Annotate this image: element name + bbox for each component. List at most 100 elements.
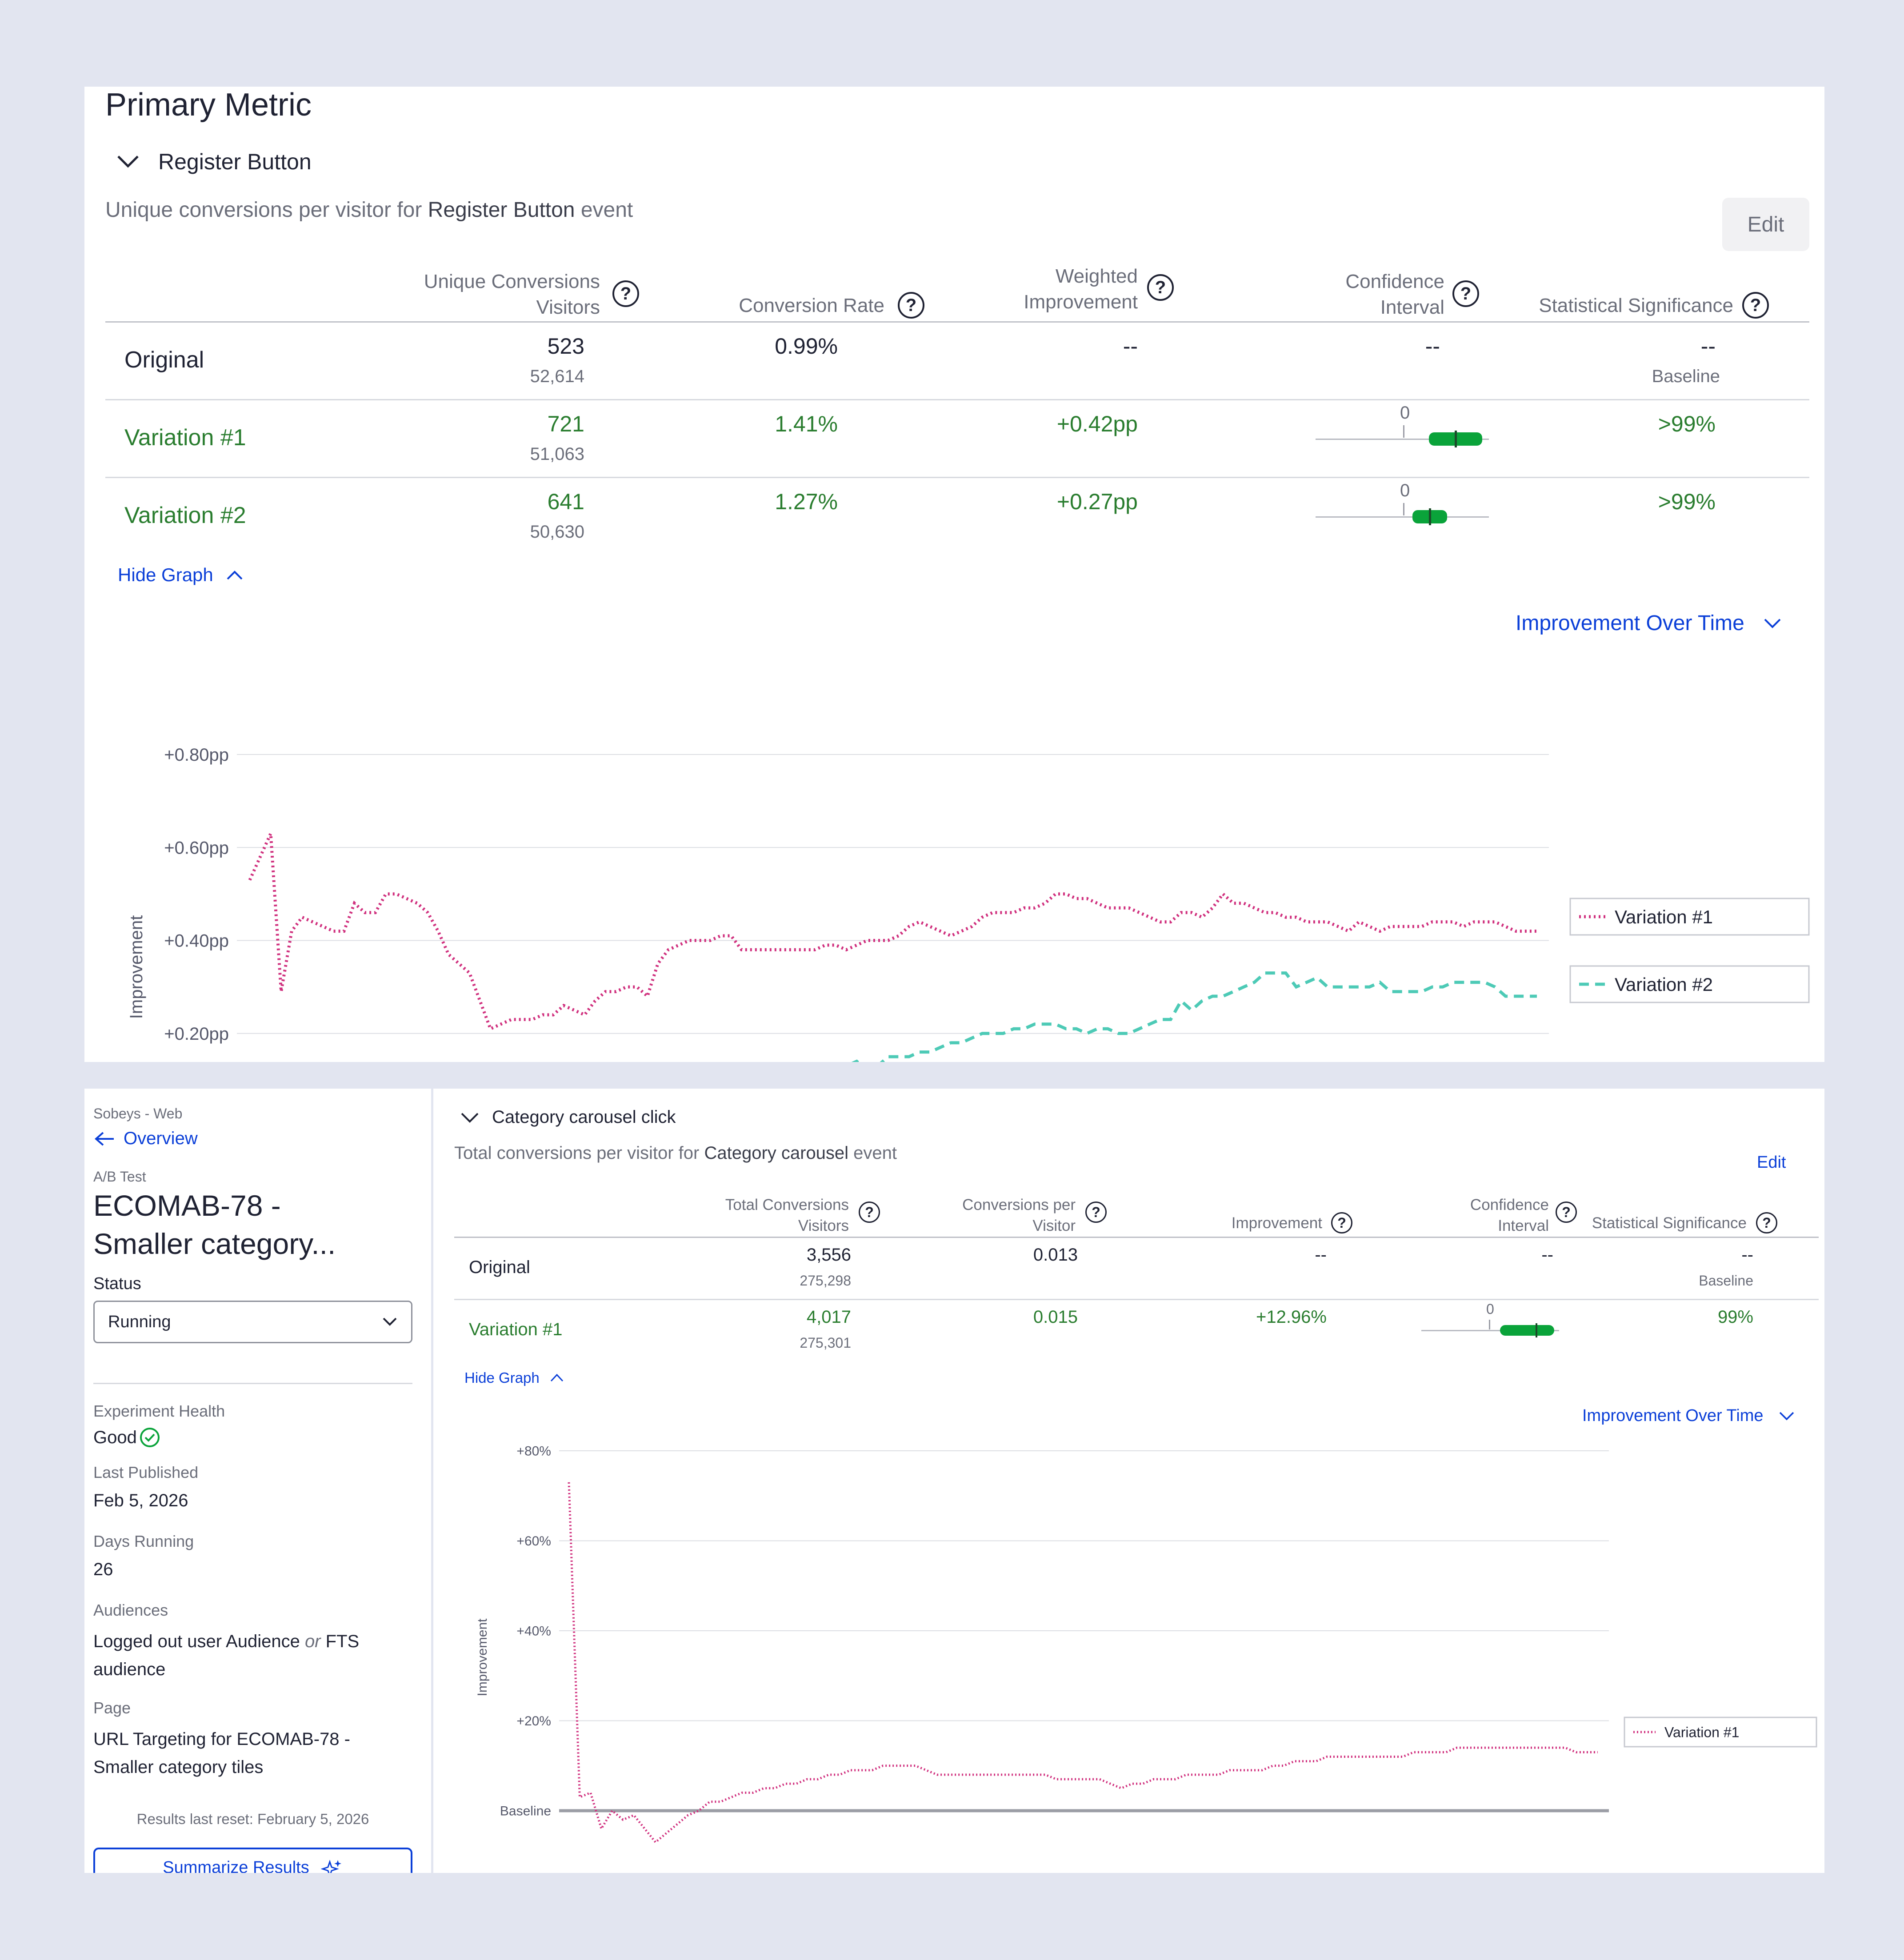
chevron-down-icon: [461, 1113, 479, 1123]
graph-type-label: Improvement Over Time: [1582, 1406, 1764, 1425]
row-name-original: Original: [124, 347, 204, 373]
help-icon[interactable]: ?: [1742, 292, 1769, 319]
help-icon[interactable]: ?: [1085, 1202, 1107, 1223]
summarize-results-button[interactable]: Summarize Results: [93, 1848, 412, 1873]
row-name-original: Original: [469, 1257, 530, 1277]
visitors-value: 52,614: [530, 367, 584, 386]
significance-value: >99%: [1658, 489, 1716, 514]
audiences-label: Audiences: [93, 1601, 168, 1619]
overview-back-link[interactable]: Overview: [93, 1129, 198, 1149]
results-reset-note: Results last reset: February 5, 2026: [136, 1811, 369, 1827]
conversions-value: 721: [547, 411, 584, 436]
test-type-label: A/B Test: [93, 1169, 146, 1185]
help-icon[interactable]: ?: [1756, 1212, 1777, 1233]
status-label: Status: [93, 1274, 141, 1293]
hide-graph-toggle[interactable]: Hide Graph: [118, 564, 244, 586]
col-statistical-significance: Statistical Significance: [1539, 295, 1733, 316]
ci-value: --: [1541, 1245, 1553, 1265]
conversions-value: 4,017: [806, 1307, 851, 1327]
improvement-value: --: [1123, 334, 1138, 359]
ci-zero-label: 0: [1400, 403, 1410, 423]
ci-zero-tick: [1403, 425, 1404, 438]
conversions-value: 641: [547, 489, 584, 514]
row-name-variation-1: Variation #1: [124, 425, 246, 451]
col-conversions-per-visitor: Conversions per Visitor: [962, 1196, 1076, 1234]
graph-type-dropdown[interactable]: Improvement Over Time: [1516, 611, 1783, 635]
cpv-value: 0.015: [1033, 1307, 1078, 1327]
rate-value: 1.27%: [775, 489, 838, 514]
arrow-left-icon: [94, 1131, 114, 1146]
panel-title: Primary Metric: [105, 87, 312, 123]
hide-graph-toggle[interactable]: Hide Graph: [464, 1369, 564, 1386]
y-tick-label: Baseline: [500, 1804, 551, 1819]
row-divider: [454, 1299, 1819, 1300]
hide-graph-label: Hide Graph: [464, 1369, 540, 1386]
help-icon[interactable]: ?: [1147, 274, 1174, 301]
ci-point-estimate: [1455, 431, 1457, 447]
chevron-up-icon: [550, 1373, 563, 1382]
page-label: Page: [93, 1699, 131, 1717]
ci-value: --: [1425, 334, 1440, 359]
col-conversion-rate: Conversion Rate: [739, 295, 884, 316]
help-icon[interactable]: ?: [1331, 1212, 1352, 1233]
audiences-value: Logged out user Audience or FTS audience: [93, 1632, 360, 1679]
sparkle-icon: [320, 1860, 341, 1873]
improvement-value: +0.42pp: [1056, 411, 1138, 436]
baseline-label: Baseline: [1699, 1273, 1753, 1289]
primary-metric-panel: Primary Metric Register Button Unique co…: [84, 87, 1824, 1062]
help-icon[interactable]: ?: [898, 292, 924, 319]
header-divider: [454, 1237, 1819, 1238]
days-running-label: Days Running: [93, 1532, 194, 1550]
conversions-value: 523: [547, 334, 584, 359]
project-name: Sobeys - Web: [93, 1106, 183, 1122]
help-icon[interactable]: ?: [1452, 280, 1479, 307]
help-icon[interactable]: ?: [612, 280, 639, 307]
col-conversions: Total Conversions Visitors: [725, 1196, 849, 1234]
ci-axis: [1316, 439, 1489, 440]
chevron-up-icon: [227, 571, 243, 580]
improvement-value: +0.27pp: [1056, 489, 1138, 514]
rate-value: 1.41%: [775, 411, 838, 436]
ci-point-estimate: [1429, 508, 1431, 525]
sidebar-divider: [93, 1383, 412, 1384]
ci-zero-tick: [1489, 1320, 1490, 1329]
status-select[interactable]: Running: [93, 1301, 412, 1343]
metric-toggle[interactable]: Category carousel click: [460, 1107, 676, 1127]
experiment-title: ECOMAB-78 - Smaller category...: [93, 1189, 336, 1260]
col-improvement: Improvement: [1231, 1214, 1322, 1232]
ci-zero-tick: [1403, 503, 1404, 515]
check-circle-icon: [140, 1428, 160, 1447]
y-tick-label: +0.20pp: [164, 1024, 229, 1044]
row-divider: [105, 399, 1809, 400]
chevron-down-icon: [117, 156, 139, 168]
overview-label: Overview: [124, 1129, 198, 1148]
chevron-down-icon: [383, 1317, 397, 1326]
significance-value: --: [1700, 334, 1716, 359]
chevron-down-icon: [1764, 619, 1781, 628]
significance-value: --: [1741, 1245, 1753, 1265]
help-icon[interactable]: ?: [859, 1202, 880, 1223]
last-published-label: Last Published: [93, 1463, 199, 1481]
health-value: Good: [93, 1427, 137, 1447]
edit-button[interactable]: Edit: [1722, 198, 1809, 251]
legend-label: Variation #1: [1615, 906, 1713, 927]
metric-toggle[interactable]: Register Button: [116, 149, 312, 175]
col-confidence-interval: Confidence Interval: [1345, 271, 1444, 318]
rate-value: 0.99%: [775, 334, 838, 359]
last-published-value: Feb 5, 2026: [93, 1491, 188, 1510]
significance-value: >99%: [1658, 411, 1716, 436]
graph-type-dropdown[interactable]: Improvement Over Time: [1582, 1406, 1796, 1425]
help-icon[interactable]: ?: [1556, 1202, 1577, 1223]
visitors-value: 50,630: [530, 522, 584, 542]
row-divider: [105, 477, 1809, 478]
series-line-1: [248, 833, 1537, 1031]
confidence-interval-bar: [1500, 1325, 1554, 1336]
y-tick-label: +20%: [516, 1714, 551, 1728]
metric-description: Total conversions per visitor for Catego…: [454, 1143, 897, 1163]
legend-item: [1569, 965, 1810, 1003]
edit-button[interactable]: Edit: [1757, 1153, 1786, 1172]
experiment-sidebar: Sobeys - Web Overview A/B Test ECOMAB-78…: [84, 1089, 431, 1873]
summarize-results-label: Summarize Results: [163, 1858, 309, 1873]
improvement-chart: +0.80pp+0.60pp+0.40pp+0.20ppBaselineImpr…: [127, 745, 1810, 1062]
series-line-2: [851, 971, 1537, 1062]
